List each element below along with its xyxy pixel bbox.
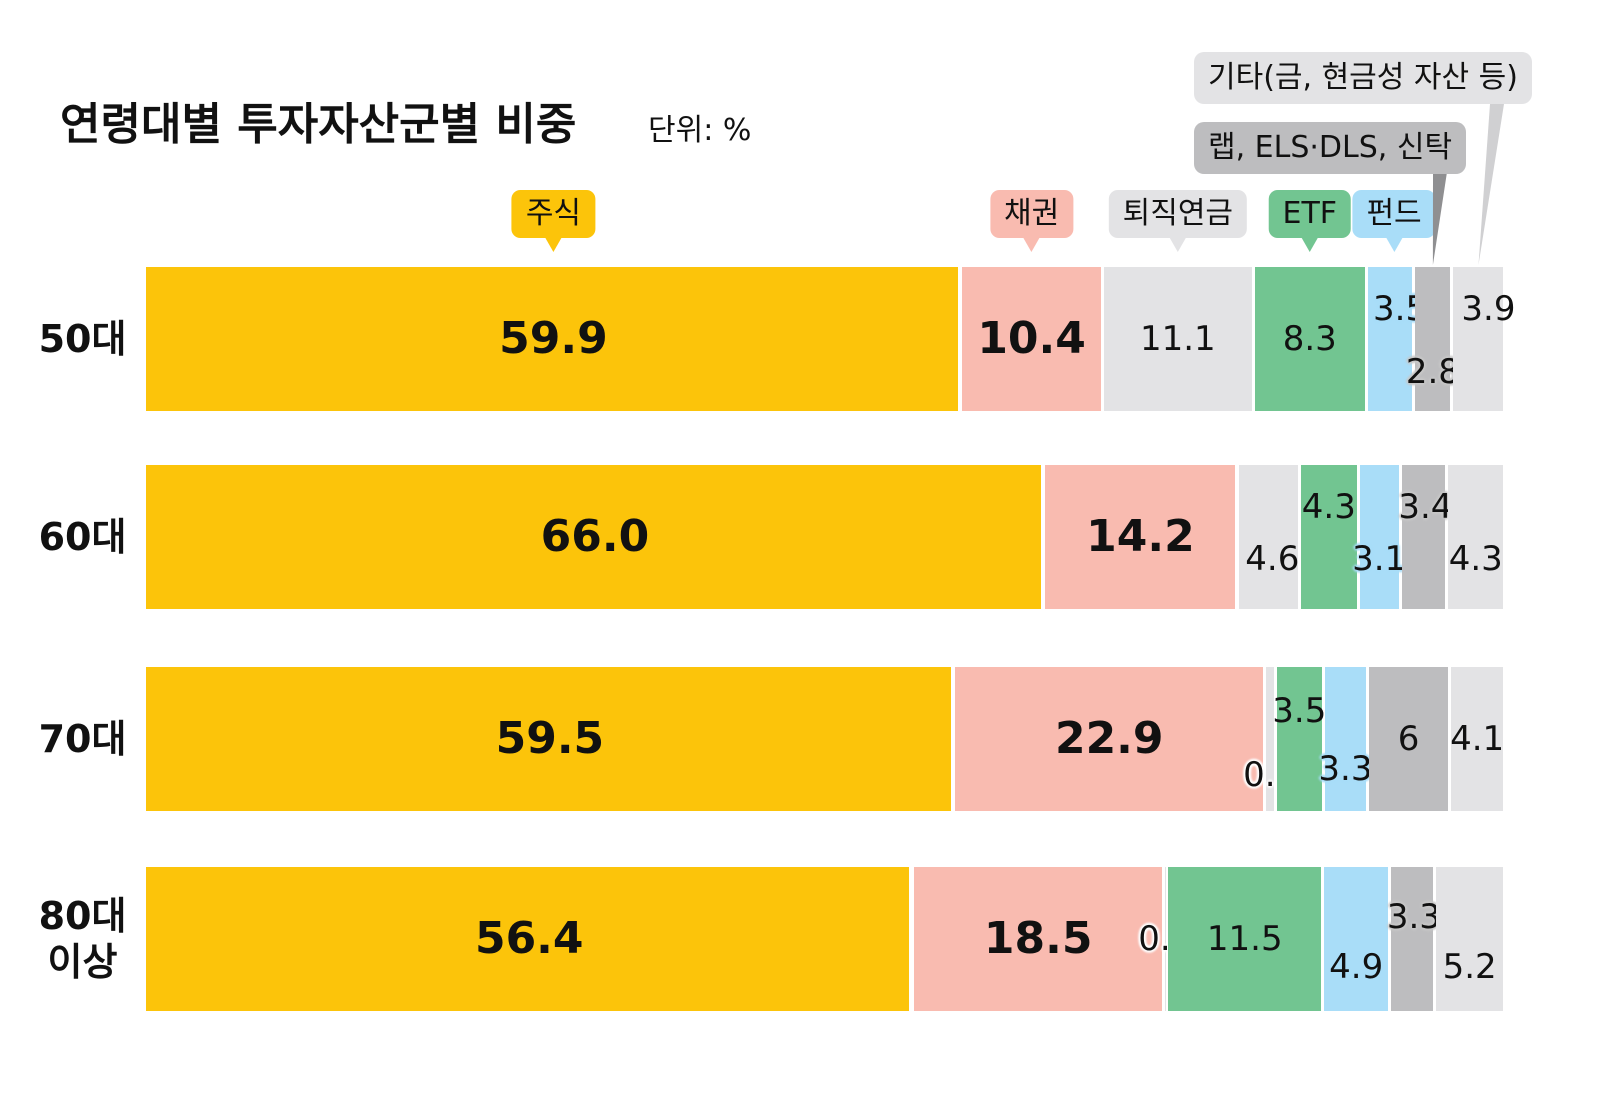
data-label: 3.5 xyxy=(1272,691,1327,731)
callout-pointer xyxy=(1478,104,1504,265)
data-label: 11.1 xyxy=(1139,319,1216,359)
data-label: 3.9 xyxy=(1461,289,1516,329)
legend-tag: 채권 xyxy=(989,190,1074,252)
legend-tag-label: 주식 xyxy=(525,196,582,231)
bar-segment xyxy=(1453,267,1504,411)
legend-tag: 퇴직연금 xyxy=(1108,190,1248,252)
row-label: 70대 xyxy=(38,717,127,761)
bar-segment xyxy=(146,667,951,811)
data-label: 59.5 xyxy=(495,713,605,764)
legend-tag: 기타(금, 현금성 자산 등) xyxy=(1194,52,1532,104)
bar-segment xyxy=(1277,667,1322,811)
bar-segment xyxy=(146,267,958,411)
data-label: 4.3 xyxy=(1301,487,1356,527)
legend-tag-label: 펀드 xyxy=(1366,196,1422,231)
bar-segment xyxy=(146,465,1041,609)
data-label: 6 xyxy=(1397,719,1420,759)
legend-tag: 펀드 xyxy=(1352,190,1436,252)
bar-segment xyxy=(1390,867,1433,1011)
bar-segment xyxy=(1301,465,1357,609)
row-label: 80대 이상 xyxy=(38,894,127,984)
bar-segment xyxy=(913,867,1163,1011)
data-label: 2.8 xyxy=(1405,352,1460,392)
bar-segment xyxy=(1359,465,1399,609)
data-label: 3.1 xyxy=(1352,539,1407,579)
data-label: 59.9 xyxy=(499,313,608,364)
bar-segment xyxy=(1369,667,1448,811)
data-label: 18.5 xyxy=(983,913,1093,964)
bar-segment xyxy=(1103,267,1252,411)
data-label: 3.4 xyxy=(1398,487,1453,527)
bar-segment xyxy=(1435,867,1504,1011)
data-label: 14.2 xyxy=(1086,511,1195,562)
legend-tag-label: ETF xyxy=(1282,196,1338,231)
data-label: 4.9 xyxy=(1329,947,1384,987)
bar-segment xyxy=(1165,867,1167,1011)
data-label: 10.4 xyxy=(977,313,1086,364)
legend-tag-label: 퇴직연금 xyxy=(1122,196,1234,231)
bar-segment xyxy=(962,267,1101,411)
bar-segment xyxy=(1450,667,1504,811)
data-label: 66.0 xyxy=(540,511,650,562)
data-label: 4.1 xyxy=(1450,719,1505,759)
data-label: 22.9 xyxy=(1054,713,1164,764)
legend-tag-label: 채권 xyxy=(1003,196,1060,231)
bar-segment xyxy=(1254,267,1365,411)
bar-segment xyxy=(1401,465,1445,609)
data-label: 3.3 xyxy=(1386,897,1441,937)
data-label: 56.4 xyxy=(474,913,584,964)
bar-segment xyxy=(1168,867,1322,1011)
bar-segment xyxy=(1367,267,1413,411)
bar-segment xyxy=(955,667,1264,811)
data-label: 3.3 xyxy=(1318,749,1373,789)
data-label: 11.5 xyxy=(1206,919,1283,959)
data-label: 8.3 xyxy=(1282,319,1337,359)
chart-title: 연령대별 투자자산군별 비중 xyxy=(60,99,577,150)
bar-segment xyxy=(146,867,910,1011)
bar-segment xyxy=(1415,267,1451,411)
bar-segment xyxy=(1448,465,1504,609)
bar-segment xyxy=(1266,667,1275,811)
legend-tag: ETF xyxy=(1268,190,1352,252)
legend-tag: 랩, ELS·DLS, 신탁 xyxy=(1194,122,1467,174)
data-label: 5.2 xyxy=(1442,947,1497,987)
data-label: 4.6 xyxy=(1245,539,1300,579)
legend-tag: 주식 xyxy=(511,190,596,252)
bar-segment xyxy=(1324,867,1388,1011)
bar-segment xyxy=(1238,465,1299,609)
data-label: 4.3 xyxy=(1448,539,1503,579)
bar-segment xyxy=(1324,667,1367,811)
unit-label: 단위: % xyxy=(648,113,752,148)
row-label: 50대 xyxy=(38,317,127,361)
bar-segment xyxy=(1045,465,1236,609)
row-label: 60대 xyxy=(38,515,127,559)
